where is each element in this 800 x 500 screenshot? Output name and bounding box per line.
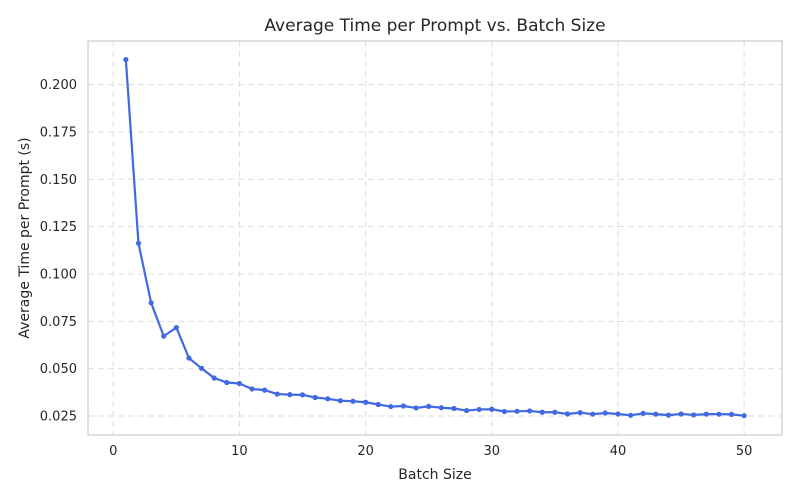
data-point <box>678 411 684 417</box>
data-point <box>627 412 634 418</box>
x-tick-label: 20 <box>357 444 374 459</box>
x-tick-label: 40 <box>610 444 627 459</box>
data-point <box>590 411 596 417</box>
series-layer <box>123 56 747 419</box>
data-point <box>363 399 369 405</box>
y-tick-label: 0.175 <box>40 125 77 140</box>
data-point <box>438 405 444 411</box>
data-point <box>451 405 457 412</box>
data-point <box>287 392 293 398</box>
data-point <box>514 408 520 414</box>
data-point <box>299 392 306 398</box>
data-point <box>312 394 318 401</box>
y-tick-label: 0.150 <box>40 173 77 188</box>
data-point <box>161 333 167 339</box>
data-point <box>703 411 709 417</box>
data-point <box>728 411 735 417</box>
data-point <box>274 391 280 397</box>
data-point <box>148 300 154 306</box>
data-point <box>262 387 268 393</box>
data-point <box>691 412 697 418</box>
data-point <box>375 401 381 408</box>
data-point <box>615 411 621 417</box>
x-tick-label: 50 <box>736 444 753 459</box>
x-axis-label: Batch Size <box>398 467 471 483</box>
data-point <box>249 386 255 392</box>
data-point <box>413 405 419 411</box>
data-point <box>716 411 722 417</box>
chart-title: Average Time per Prompt vs. Batch Size <box>264 16 605 36</box>
plot-background <box>88 41 782 435</box>
data-point <box>527 408 533 414</box>
plot-frame <box>87 40 783 436</box>
x-axis-ticks: 0 10 20 30 40 50 <box>109 444 752 459</box>
data-point <box>211 375 217 381</box>
data-point <box>198 365 205 371</box>
x-tick-label: 0 <box>109 444 117 459</box>
y-tick-label: 0.050 <box>40 362 77 377</box>
x-tick-label: 30 <box>484 444 501 459</box>
data-point <box>426 403 432 409</box>
data-point <box>741 413 747 419</box>
data-point <box>135 240 142 246</box>
y-tick-label: 0.100 <box>40 267 77 282</box>
data-point <box>665 412 672 418</box>
data-point <box>640 410 646 417</box>
data-point <box>123 56 129 63</box>
data-point <box>186 355 192 361</box>
data-point <box>463 407 470 414</box>
data-point <box>602 410 608 416</box>
data-point <box>476 406 482 413</box>
data-point <box>489 406 495 412</box>
data-point <box>173 324 179 331</box>
y-tick-label: 0.125 <box>40 220 77 235</box>
y-axis-ticks: 0.025 0.050 0.075 0.100 0.125 0.150 0.175 0.200 <box>40 78 77 424</box>
data-point <box>653 411 659 417</box>
data-point <box>236 380 243 387</box>
data-point <box>388 403 394 410</box>
data-point <box>539 409 545 415</box>
data-point <box>224 379 230 386</box>
y-tick-label: 0.025 <box>40 410 77 425</box>
data-point <box>325 396 331 402</box>
data-point <box>400 403 407 409</box>
y-tick-label: 0.075 <box>40 315 77 330</box>
data-point <box>337 398 343 404</box>
data-point <box>577 410 583 416</box>
data-point <box>564 411 571 417</box>
data-point <box>552 409 558 415</box>
y-axis-label: Average Time per Prompt (s) <box>17 137 33 338</box>
y-tick-label: 0.200 <box>40 78 77 93</box>
data-point <box>501 408 507 415</box>
x-tick-label: 10 <box>231 444 248 459</box>
data-point <box>350 398 356 404</box>
